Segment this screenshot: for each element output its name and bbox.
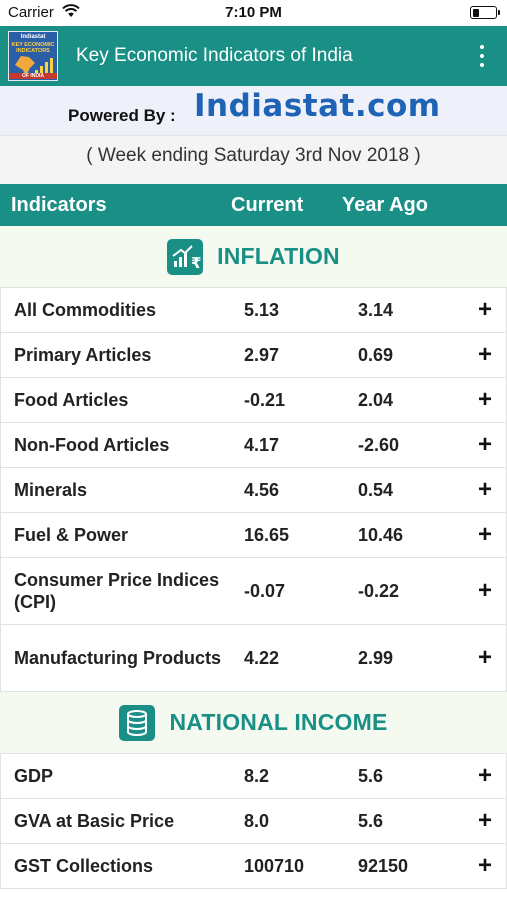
coins-icon <box>119 704 156 741</box>
table-row: GVA at Basic Price 8.0 5.6 + <box>0 799 507 844</box>
expand-icon[interactable]: + <box>477 431 492 458</box>
expand-icon[interactable]: + <box>477 644 492 671</box>
current-value: 16.65 <box>244 524 290 545</box>
table-row: Non-Food Articles 4.17 -2.60 + <box>0 423 507 468</box>
indicator-name: GST Collections <box>14 856 154 876</box>
year-ago-value: 3.14 <box>358 299 394 320</box>
table-row: Minerals 4.56 0.54 + <box>0 468 507 513</box>
expand-icon[interactable]: + <box>477 577 492 604</box>
carrier-label: Carrier <box>8 4 54 21</box>
indicator-name: Consumer Price Indices (CPI) <box>14 570 220 612</box>
year-ago-value: 2.04 <box>358 389 394 410</box>
current-value: 5.13 <box>244 299 280 320</box>
app-logo: Indiastat KEY ECONOMIC INDICATORS OF INDI… <box>8 31 58 81</box>
indicator-name: Primary Articles <box>14 345 152 365</box>
indicator-name: Non-Food Articles <box>14 435 170 455</box>
indicator-name: GDP <box>14 766 54 786</box>
indicator-name: Fuel & Power <box>14 525 129 545</box>
current-value: 4.56 <box>244 479 280 500</box>
current-value: 100710 <box>244 855 305 876</box>
table-row: Manufacturing Products 4.22 2.99 + <box>0 625 507 692</box>
current-value: -0.07 <box>244 580 286 601</box>
table-row: Fuel & Power 16.65 10.46 + <box>0 513 507 558</box>
column-current: Current <box>231 194 304 216</box>
table-header: Indicators Current Year Ago <box>0 184 507 226</box>
current-value: 8.0 <box>244 810 270 831</box>
expand-icon[interactable]: + <box>477 476 492 503</box>
national-income-rows: GDP 8.2 5.6 + GVA at Basic Price 8.0 5.6… <box>0 753 507 889</box>
year-ago-value: -2.60 <box>358 434 400 455</box>
section-title-national-income: NATIONAL INCOME <box>169 709 388 735</box>
battery-icon <box>470 6 500 19</box>
indicator-name: Minerals <box>14 480 88 500</box>
table-row: GDP 8.2 5.6 + <box>0 754 507 799</box>
indicator-name: All Commodities <box>14 300 157 320</box>
logo-brand-text: Indiastat <box>20 34 46 40</box>
status-bar: Carrier 7:10 PM <box>0 0 507 26</box>
indicator-name: Manufacturing Products <box>14 648 222 668</box>
powered-by-label: Powered By : <box>68 106 176 125</box>
section-header-inflation[interactable]: ₹ INFLATION <box>0 226 507 287</box>
year-ago-value: 10.46 <box>358 524 404 545</box>
year-ago-value: 2.99 <box>358 647 394 668</box>
expand-icon[interactable]: + <box>477 341 492 368</box>
expand-icon[interactable]: + <box>477 386 492 413</box>
dot-icon <box>480 45 484 49</box>
dot-icon <box>480 63 484 67</box>
current-value: 4.22 <box>244 647 280 668</box>
dot-icon <box>480 54 484 58</box>
current-value: 4.17 <box>244 434 280 455</box>
current-value: 8.2 <box>244 765 270 786</box>
expand-icon[interactable]: + <box>477 762 492 789</box>
column-indicators: Indicators <box>11 194 107 216</box>
expand-icon[interactable]: + <box>477 521 492 548</box>
expand-icon[interactable]: + <box>477 807 492 834</box>
overflow-menu-button[interactable] <box>475 45 489 67</box>
year-ago-value: 92150 <box>358 855 409 876</box>
logo-title-text: KEY ECONOMIC INDICATORS <box>11 42 55 54</box>
section-title-inflation: INFLATION <box>217 243 340 269</box>
svg-text:₹: ₹ <box>191 254 201 272</box>
year-ago-value: 5.6 <box>358 810 384 831</box>
table-row: GST Collections 100710 92150 + <box>0 844 507 889</box>
indicator-name: GVA at Basic Price <box>14 811 175 831</box>
logo-country-text: OF INDIA <box>9 73 57 79</box>
indicator-name: Food Articles <box>14 390 129 410</box>
year-ago-value: -0.22 <box>358 580 400 601</box>
indiastat-logo[interactable]: Indiastat.com <box>194 88 441 124</box>
year-ago-value: 0.54 <box>358 479 394 500</box>
clock: 7:10 PM <box>225 4 282 21</box>
inflation-rows: All Commodities 5.13 3.14 + Primary Arti… <box>0 287 507 692</box>
inflation-chart-icon: ₹ <box>167 238 204 275</box>
powered-by-banner: Powered By : Indiastat.com <box>0 86 507 136</box>
column-year-ago: Year Ago <box>342 194 428 216</box>
app-bar: Indiastat KEY ECONOMIC INDICATORS OF INDI… <box>0 26 507 86</box>
section-header-national-income[interactable]: NATIONAL INCOME <box>0 692 507 753</box>
expand-icon[interactable]: + <box>477 852 492 879</box>
wifi-icon <box>62 4 80 17</box>
table-row: Primary Articles 2.97 0.69 + <box>0 333 507 378</box>
current-value: 2.97 <box>244 344 280 365</box>
expand-icon[interactable]: + <box>477 296 492 323</box>
app-title: Key Economic Indicators of India <box>76 45 353 66</box>
year-ago-value: 0.69 <box>358 344 394 365</box>
year-ago-value: 5.6 <box>358 765 384 786</box>
table-row: Food Articles -0.21 2.04 + <box>0 378 507 423</box>
week-ending-label: ( Week ending Saturday 3rd Nov 2018 ) <box>0 136 507 184</box>
table-row: All Commodities 5.13 3.14 + <box>0 288 507 333</box>
current-value: -0.21 <box>244 389 286 410</box>
table-row: Consumer Price Indices (CPI) -0.07 -0.22… <box>0 558 507 625</box>
